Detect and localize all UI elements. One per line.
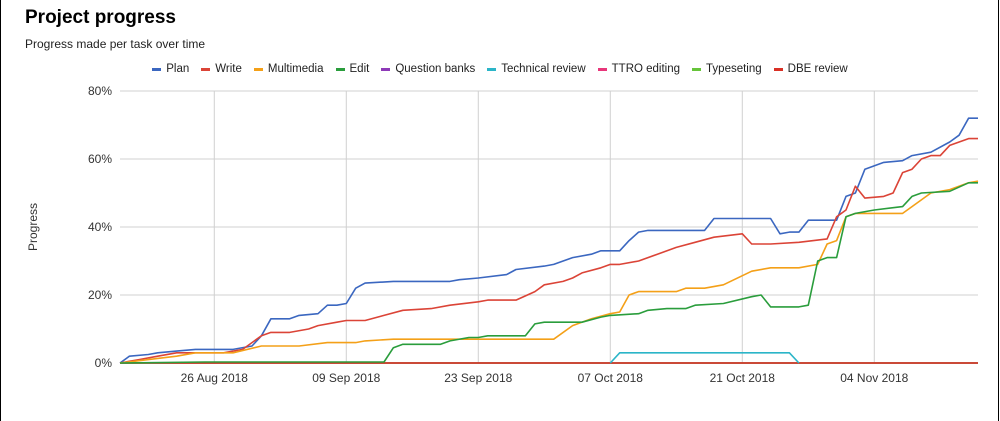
legend-swatch [381,67,391,71]
y-tick-label: 0% [95,356,113,370]
legend-item: Plan [152,63,189,75]
legend-label: Multimedia [267,63,324,75]
legend-swatch [487,67,497,71]
legend-label: Technical review [501,63,586,75]
x-tick-label: 26 Aug 2018 [181,371,249,385]
legend-item: DBE review [773,63,848,75]
legend-swatch [152,67,162,71]
legend-swatch [253,67,263,71]
legend-label: TTRO editing [611,63,681,75]
y-tick-label: 20% [88,288,112,302]
y-tick-label: 80% [88,84,112,98]
legend-item: Multimedia [253,63,324,75]
legend-swatch [773,67,783,71]
legend-label: Edit [349,63,370,75]
chart-title: Project progress [25,7,176,28]
legend-item: Write [201,63,242,75]
series-line-multimedia [119,180,979,364]
legend-item: Technical review [487,63,586,75]
legend-label: Write [215,63,242,75]
y-tick-label: 60% [88,152,112,166]
legend-item: TTRO editing [597,63,681,75]
legend-swatch [335,67,345,71]
legend-swatch [201,67,211,71]
y-axis-title: Progress [26,203,40,251]
legend-item: Edit [335,63,370,75]
chart-subtitle: Progress made per task over time [25,37,206,51]
series-line-technical-review [609,351,800,364]
x-tick-label: 04 Nov 2018 [840,371,908,385]
legend-item: Question banks [381,63,475,75]
chart-legend: Plan Write Multimedia Edit Question banks Tec… [0,63,1000,75]
legend-swatch [692,67,702,71]
series-line-edit [119,182,978,364]
x-tick-label: 21 Oct 2018 [710,371,776,385]
x-tick-label: 07 Oct 2018 [578,371,644,385]
legend-label: Plan [166,63,190,75]
x-tick-label: 23 Sep 2018 [444,371,512,385]
legend-item: Typeseting [692,63,762,75]
legend-label: Question banks [395,63,476,75]
legend-label: DBE review [787,63,848,75]
y-tick-label: 40% [88,220,112,234]
series-line-write [119,137,978,364]
legend-swatch [597,67,607,71]
legend-label: Typeseting [706,63,762,75]
series-line-plan [119,117,978,364]
x-tick-label: 09 Sep 2018 [312,371,380,385]
